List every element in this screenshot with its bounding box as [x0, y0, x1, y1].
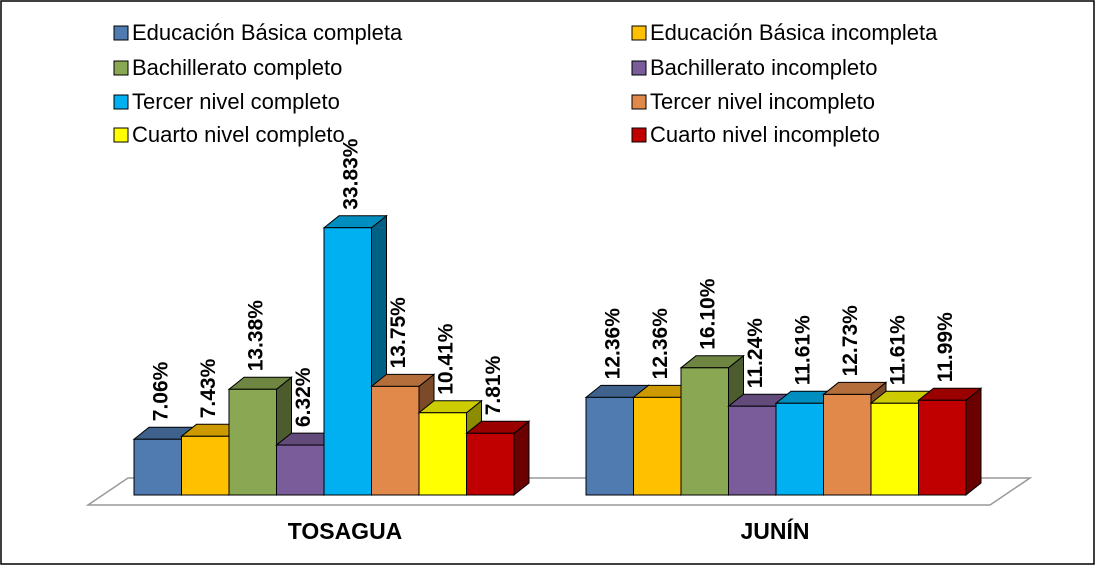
value-label: 11.61%	[886, 315, 909, 385]
bar	[418, 412, 467, 496]
legend-label: Educación Básica completa	[132, 20, 403, 45]
value-label: 6.32%	[292, 367, 315, 427]
value-label: 11.61%	[791, 315, 814, 385]
value-label: 11.24%	[744, 318, 767, 388]
bar	[585, 396, 634, 496]
value-label: 11.99%	[934, 312, 957, 382]
bar	[466, 432, 515, 496]
bar	[823, 393, 872, 496]
legend-swatch	[631, 127, 647, 143]
bar-side	[965, 387, 982, 497]
legend-label: Cuarto nivel incompleto	[650, 122, 880, 147]
value-label: 33.83%	[339, 138, 362, 210]
legend-swatch	[631, 94, 647, 110]
value-label: 13.38%	[244, 300, 267, 372]
bar	[133, 438, 182, 496]
category-label: TOSAGUA	[288, 518, 403, 544]
legend-label: Tercer nivel incompleto	[650, 89, 875, 114]
value-label: 12.36%	[601, 308, 624, 380]
bar	[775, 402, 824, 496]
legend-swatch	[113, 25, 129, 41]
bar	[870, 402, 919, 496]
bar	[371, 385, 420, 496]
legend-label: Bachillerato incompleto	[650, 55, 877, 80]
bar-side	[513, 420, 530, 497]
legend-swatch	[631, 60, 647, 76]
bar	[228, 388, 277, 496]
bar	[680, 367, 729, 496]
legend-swatch	[113, 94, 129, 110]
value-label: 7.06%	[149, 361, 172, 421]
legend-swatch	[113, 127, 129, 143]
bar	[276, 444, 325, 496]
legend-swatch	[113, 60, 129, 76]
legend-label: Tercer nivel completo	[132, 89, 340, 114]
legend-label: Cuarto nivel completo	[132, 122, 345, 147]
bar	[728, 405, 777, 496]
value-label: 13.75%	[387, 297, 410, 369]
bar	[633, 396, 682, 496]
bar	[323, 227, 372, 496]
value-label: 16.10%	[696, 278, 719, 350]
bar	[918, 399, 967, 496]
legend-label: Educación Básica incompleta	[650, 20, 938, 45]
legend-label: Bachillerato completo	[132, 55, 342, 80]
value-label: 10.41%	[434, 323, 457, 395]
bar	[181, 435, 230, 496]
value-label: 7.43%	[197, 358, 220, 418]
value-label: 12.73%	[839, 305, 862, 377]
value-label: 7.81%	[482, 355, 505, 415]
value-label: 12.36%	[649, 308, 672, 380]
category-label: JUNÍN	[740, 517, 809, 544]
legend-swatch	[631, 25, 647, 41]
